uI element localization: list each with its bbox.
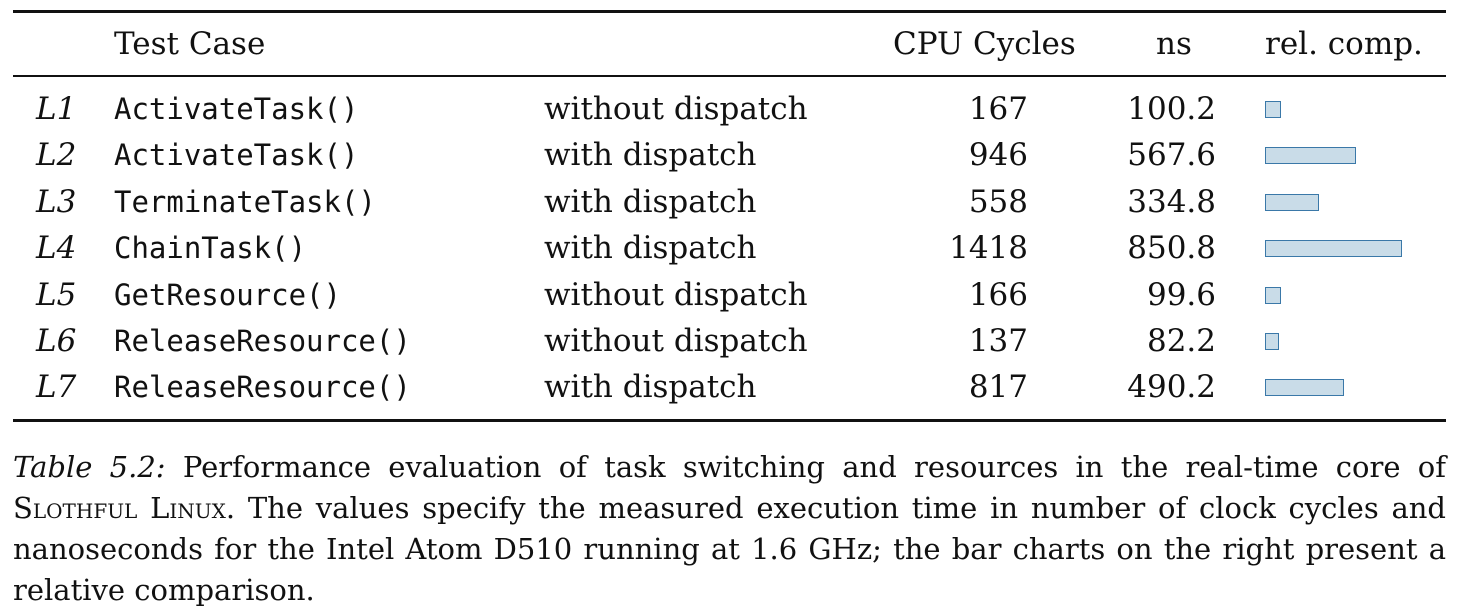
- table-caption: Table 5.2: Performance evaluation of tas…: [13, 447, 1446, 611]
- caption-text-after: . The values specify the measured execut…: [13, 491, 1447, 607]
- row-cpu-cycles: 166: [968, 276, 1028, 313]
- row-id: L1: [36, 91, 77, 127]
- header-test-case: Test Case: [114, 26, 266, 62]
- row-ns: 850.8: [1127, 230, 1216, 267]
- row-function: ReleaseResource(): [114, 324, 411, 358]
- row-id: L7: [36, 369, 77, 406]
- row-id: L3: [36, 183, 77, 220]
- row-function: GetResource(): [114, 277, 341, 312]
- header-rule: [13, 75, 1446, 77]
- row-cpu-cycles: 817: [968, 369, 1028, 406]
- row-ns: 567.6: [1127, 137, 1216, 174]
- caption-system-name: Slothful Linux: [13, 491, 226, 525]
- row-id: L6: [36, 323, 77, 359]
- row-variant: with dispatch: [544, 369, 757, 406]
- row-cpu-cycles: 137: [968, 323, 1028, 359]
- row-function: ActivateTask(): [114, 92, 359, 126]
- header-rel-comp: rel. comp.: [1265, 26, 1423, 62]
- top-rule: [13, 10, 1446, 13]
- row-cpu-cycles: 1418: [949, 230, 1028, 267]
- row-function: TerminateTask(): [114, 184, 376, 219]
- row-relative-bar: [1265, 193, 1319, 211]
- row-variant: with dispatch: [544, 230, 757, 267]
- row-variant: without dispatch: [544, 276, 808, 313]
- row-cpu-cycles: 558: [968, 183, 1028, 220]
- row-relative-bar: [1265, 240, 1402, 258]
- row-cpu-cycles: 167: [968, 91, 1028, 127]
- caption-label: Table 5.2:: [13, 450, 166, 484]
- row-relative-bar: [1265, 101, 1282, 118]
- bottom-rule: [13, 419, 1446, 422]
- row-ns: 490.2: [1127, 369, 1216, 406]
- row-cpu-cycles: 946: [968, 137, 1028, 174]
- row-ns: 100.2: [1127, 91, 1216, 127]
- row-id: L5: [36, 276, 77, 313]
- row-ns: 99.6: [1146, 276, 1216, 313]
- row-variant: with dispatch: [544, 183, 757, 220]
- row-relative-bar: [1265, 147, 1357, 165]
- row-function: ReleaseResource(): [114, 370, 411, 405]
- row-ns: 82.2: [1146, 323, 1216, 359]
- row-relative-bar: [1265, 333, 1279, 350]
- row-relative-bar: [1265, 379, 1344, 397]
- row-ns: 334.8: [1127, 183, 1216, 220]
- row-variant: without dispatch: [544, 91, 808, 127]
- row-id: L4: [36, 230, 77, 267]
- row-id: L2: [36, 137, 77, 174]
- row-function: ActivateTask(): [114, 138, 359, 173]
- row-variant: without dispatch: [544, 323, 808, 359]
- row-function: ChainTask(): [114, 231, 307, 266]
- header-cpu-cycles: CPU Cycles: [893, 26, 1076, 62]
- row-variant: with dispatch: [544, 137, 757, 174]
- header-ns: ns: [1156, 26, 1192, 62]
- caption-text-before: Performance evaluation of task switching…: [182, 450, 1447, 484]
- row-relative-bar: [1265, 286, 1282, 304]
